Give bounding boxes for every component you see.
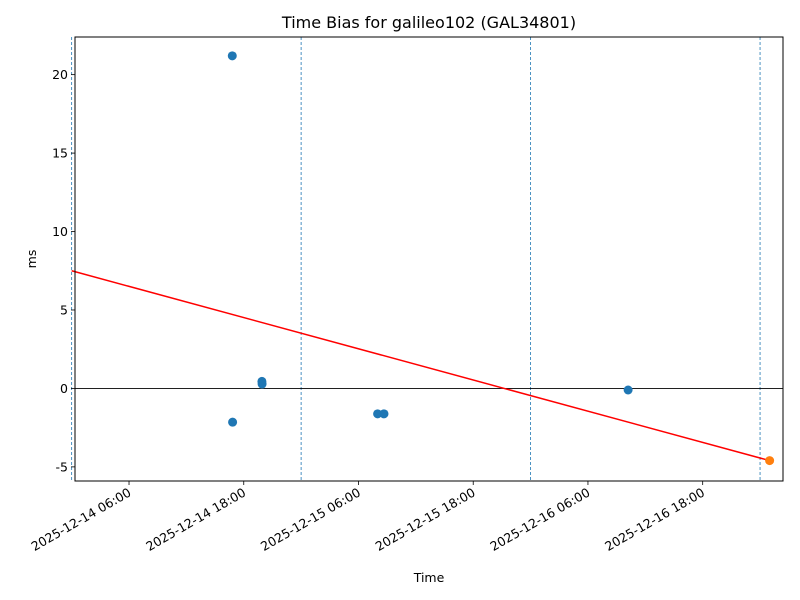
data-point [623,385,633,395]
x-tick-label: 2025-12-15 06:00 [258,485,363,554]
vertical-lines-layer [71,37,761,481]
y-tick-label: 10 [52,224,68,239]
y-tick-label: 20 [52,67,68,82]
data-point [379,409,389,419]
data-point [257,379,267,389]
x-tick-label: 2025-12-14 18:00 [143,485,248,554]
x-axis-ticks: 2025-12-14 06:00 2025-12-14 18:00 2025-12-… [28,481,707,554]
plot-frame [74,36,784,482]
y-tick-label: 0 [60,381,68,396]
trend-line [71,270,770,462]
y-axis-ticks: -5 0 5 10 15 20 [52,67,75,474]
data-point [227,51,237,61]
x-tick-label: 2025-12-16 06:00 [487,485,592,554]
trend-line-layer [71,270,770,462]
x-tick-label: 2025-12-14 06:00 [28,485,133,554]
chart-title: Time Bias for galileo102 (GAL34801) [281,13,576,32]
x-tick-label: 2025-12-16 18:00 [602,485,707,554]
y-tick-label: -5 [56,459,68,474]
data-point [373,409,383,419]
y-tick-label: 15 [52,146,68,161]
x-axis-label: Time [413,570,445,585]
x-tick-label: 2025-12-15 18:00 [373,485,478,554]
points-layer [227,51,775,466]
data-point [228,417,238,427]
y-tick-label: 5 [60,302,68,317]
predicted-point [765,456,775,466]
y-axis-label: ms [24,250,39,269]
